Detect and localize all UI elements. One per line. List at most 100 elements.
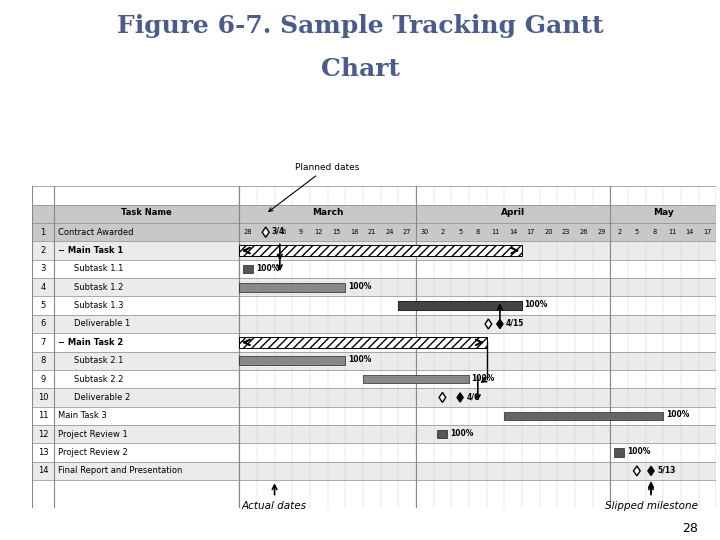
Bar <box>398 301 522 310</box>
Text: Contract Awarded: Contract Awarded <box>58 228 133 237</box>
Bar <box>363 375 469 383</box>
Text: 2: 2 <box>40 246 45 255</box>
Text: 28: 28 <box>683 522 698 535</box>
Text: Subtask 2.1: Subtask 2.1 <box>74 356 123 365</box>
Text: 2: 2 <box>441 229 444 235</box>
Text: 8: 8 <box>476 229 480 235</box>
Bar <box>239 245 522 256</box>
Text: 4/6: 4/6 <box>467 392 480 401</box>
Text: 100%: 100% <box>525 300 548 309</box>
Text: 20: 20 <box>544 229 553 235</box>
Polygon shape <box>485 319 492 329</box>
Bar <box>32 388 716 407</box>
Text: 28: 28 <box>244 229 252 235</box>
Bar <box>504 411 663 420</box>
Text: 4: 4 <box>40 283 45 292</box>
Text: Subtask 1.1: Subtask 1.1 <box>74 265 123 273</box>
Text: Planned dates: Planned dates <box>269 163 360 212</box>
Bar <box>32 278 716 296</box>
Text: 18: 18 <box>350 229 359 235</box>
Text: 29: 29 <box>598 229 606 235</box>
Polygon shape <box>634 466 640 476</box>
Bar <box>32 315 716 333</box>
Text: April: April <box>501 208 525 218</box>
Text: 100%: 100% <box>472 374 495 383</box>
Bar <box>32 333 716 352</box>
Text: 30: 30 <box>420 229 429 235</box>
Bar <box>239 337 487 348</box>
Text: 11: 11 <box>37 411 48 420</box>
Text: 5: 5 <box>458 229 462 235</box>
Text: Actual dates: Actual dates <box>242 501 307 511</box>
Text: − Main Task 2: − Main Task 2 <box>58 338 123 347</box>
Text: 21: 21 <box>368 229 376 235</box>
Text: Subtask 1.3: Subtask 1.3 <box>74 301 123 310</box>
Text: Task Name: Task Name <box>121 208 172 218</box>
Text: Deliverable 2: Deliverable 2 <box>74 393 130 402</box>
Text: 26: 26 <box>580 229 588 235</box>
Bar <box>243 265 253 273</box>
Bar <box>239 283 345 292</box>
Text: Subtask 1.2: Subtask 1.2 <box>74 283 123 292</box>
Text: 7: 7 <box>40 338 45 347</box>
Text: 2: 2 <box>617 229 621 235</box>
Bar <box>32 462 716 480</box>
Text: Chart: Chart <box>320 57 400 80</box>
Polygon shape <box>457 393 463 402</box>
Polygon shape <box>497 319 503 328</box>
Text: 5/13: 5/13 <box>657 465 675 475</box>
Text: 8: 8 <box>652 229 657 235</box>
Text: Main Task 3: Main Task 3 <box>58 411 107 420</box>
Text: 11: 11 <box>668 229 676 235</box>
Text: 100%: 100% <box>256 264 279 273</box>
Polygon shape <box>262 227 269 238</box>
Text: 14: 14 <box>509 229 518 235</box>
Bar <box>32 223 716 241</box>
Text: 8: 8 <box>40 356 45 365</box>
Text: 15: 15 <box>332 229 341 235</box>
Bar <box>32 352 716 370</box>
Text: Figure 6-7. Sample Tracking Gantt: Figure 6-7. Sample Tracking Gantt <box>117 14 603 37</box>
Text: 13: 13 <box>37 448 48 457</box>
Text: 100%: 100% <box>348 282 372 291</box>
Text: 10: 10 <box>37 393 48 402</box>
Text: May: May <box>653 208 674 218</box>
Text: 9: 9 <box>40 375 45 383</box>
Text: 5: 5 <box>635 229 639 235</box>
Text: Project Review 1: Project Review 1 <box>58 430 127 438</box>
Bar <box>32 260 716 278</box>
Bar <box>239 356 345 365</box>
Text: 12: 12 <box>37 430 48 438</box>
Bar <box>32 241 716 260</box>
Text: Deliverable 1: Deliverable 1 <box>74 320 130 328</box>
Text: 27: 27 <box>403 229 411 235</box>
Text: Project Review 2: Project Review 2 <box>58 448 127 457</box>
Polygon shape <box>439 393 446 402</box>
Text: 11: 11 <box>491 229 500 235</box>
Text: − Main Task 1: − Main Task 1 <box>58 246 123 255</box>
Text: 9: 9 <box>299 229 303 235</box>
Bar <box>398 301 522 310</box>
Text: 3: 3 <box>40 265 45 273</box>
Text: 1: 1 <box>40 228 45 237</box>
Bar <box>438 430 447 438</box>
Text: 14: 14 <box>685 229 694 235</box>
Bar <box>32 425 716 443</box>
Bar <box>32 205 716 223</box>
Text: 3/4: 3/4 <box>272 227 285 236</box>
Text: 23: 23 <box>562 229 570 235</box>
Bar <box>32 296 716 315</box>
Text: 100%: 100% <box>451 429 474 438</box>
Text: 3: 3 <box>264 229 268 235</box>
Bar <box>32 223 716 241</box>
Polygon shape <box>648 467 654 475</box>
Bar <box>32 370 716 388</box>
Text: 12: 12 <box>315 229 323 235</box>
Text: 100%: 100% <box>348 355 372 364</box>
Text: 6: 6 <box>282 229 286 235</box>
Text: 5: 5 <box>40 301 45 310</box>
Text: 17: 17 <box>526 229 535 235</box>
Text: 100%: 100% <box>627 447 650 456</box>
Bar <box>614 449 624 456</box>
Bar <box>32 407 716 425</box>
